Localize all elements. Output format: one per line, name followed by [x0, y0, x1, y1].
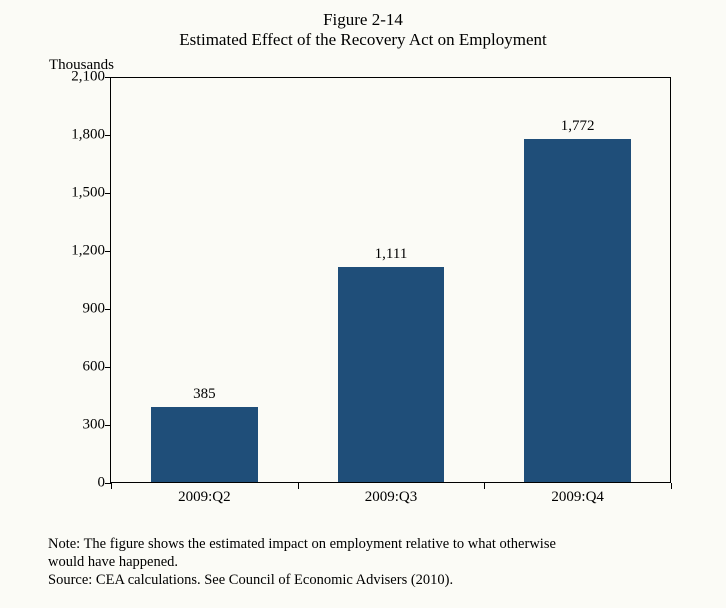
y-tick	[105, 193, 111, 194]
x-boundary-tick	[111, 483, 112, 489]
y-tick	[105, 135, 111, 136]
y-tick-label: 900	[45, 300, 105, 317]
y-tick-label: 1,800	[45, 126, 105, 143]
y-tick-label: 300	[45, 416, 105, 433]
figure-title: Estimated Effect of the Recovery Act on …	[0, 30, 726, 54]
bar-value-label: 385	[193, 386, 216, 403]
source-line: Source: CEA calculations. See Council of…	[48, 571, 668, 589]
x-boundary-tick	[671, 483, 672, 489]
x-tick-label: 2009:Q4	[551, 489, 604, 506]
x-boundary-tick	[484, 483, 485, 489]
y-tick	[105, 367, 111, 368]
x-boundary-tick	[298, 483, 299, 489]
y-tick-label: 0	[45, 474, 105, 491]
chart-area: Thousands 03006009001,2001,5001,8002,100…	[39, 55, 679, 525]
bar	[151, 407, 257, 481]
y-tick-label: 1,200	[45, 242, 105, 259]
y-tick	[105, 309, 111, 310]
note-line-2: would have happened.	[48, 553, 668, 571]
y-tick-label: 600	[45, 358, 105, 375]
bar-value-label: 1,111	[375, 246, 408, 263]
y-tick	[105, 77, 111, 78]
bar	[338, 267, 444, 482]
x-tick-label: 2009:Q3	[365, 489, 418, 506]
bar-value-label: 1,772	[561, 118, 595, 135]
plot-area	[111, 77, 671, 483]
y-tick	[105, 425, 111, 426]
y-tick-label: 2,100	[45, 68, 105, 85]
y-tick	[105, 251, 111, 252]
note-line-1: Note: The figure shows the estimated imp…	[48, 535, 668, 553]
bar	[524, 139, 630, 482]
figure-number: Figure 2-14	[0, 0, 726, 30]
y-tick-label: 1,500	[45, 184, 105, 201]
x-tick-label: 2009:Q2	[178, 489, 231, 506]
footnotes: Note: The figure shows the estimated imp…	[48, 535, 668, 589]
